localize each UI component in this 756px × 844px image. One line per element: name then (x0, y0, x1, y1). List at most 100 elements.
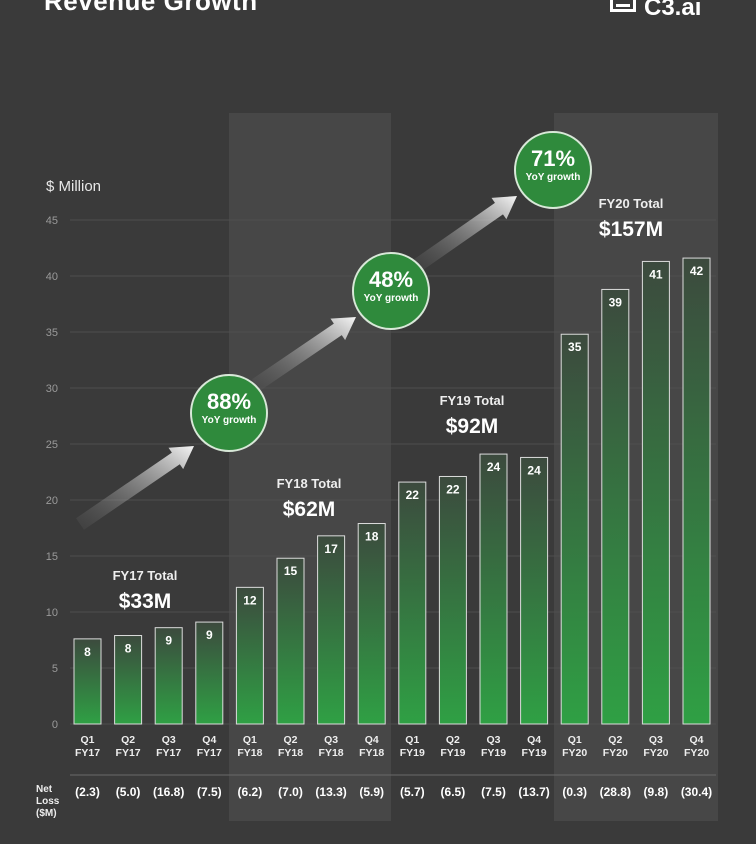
x-tick-label: Q1 (405, 734, 419, 746)
x-tick-label: Q4 (527, 734, 541, 746)
net-loss-value: (28.8) (599, 785, 631, 799)
net-loss-label: Net Loss ($M) (36, 784, 60, 819)
bar-value-label: 17 (324, 542, 338, 556)
x-tick-label: FY18 (359, 747, 384, 759)
x-tick-label: Q2 (283, 734, 297, 746)
net-loss-value: (7.5) (196, 785, 222, 799)
bar-value-label: 9 (206, 628, 213, 642)
fy18-total-value: $62M (282, 498, 336, 521)
net-loss-value: (5.9) (359, 785, 385, 799)
chart-title: Revenue Growth (44, 0, 258, 16)
fy17-total-value: $33M (118, 590, 172, 613)
bar (479, 453, 508, 725)
net-loss-value: (6.2) (237, 785, 263, 799)
net-loss-value: (5.7) (399, 785, 425, 799)
y-axis-label: $ Million (46, 178, 102, 195)
growth-arrow (252, 317, 356, 391)
bar (114, 635, 143, 725)
x-tick-label: Q1 (568, 734, 582, 746)
bar (682, 257, 711, 725)
bar (235, 586, 264, 725)
bar-value-label: 24 (487, 460, 501, 474)
y-tick-label: 20 (46, 495, 58, 507)
growth-badge-pct: 71% (530, 146, 576, 171)
x-tick-label: FY19 (440, 747, 465, 759)
net-loss-value: (5.0) (115, 785, 141, 799)
y-tick-label: 5 (52, 663, 58, 675)
x-tick-label: FY17 (156, 747, 181, 759)
fy20-total-label: FY20 Total (598, 196, 664, 211)
x-tick-label: FY19 (522, 747, 547, 759)
x-tick-label: Q3 (162, 734, 176, 746)
bar (560, 333, 589, 725)
bar-value-label: 22 (406, 488, 420, 502)
bar-value-label: 9 (165, 634, 172, 648)
x-tick-label: FY18 (278, 747, 303, 759)
logo-text: C3.ai (644, 0, 702, 21)
c3ai-logo-icon (608, 0, 642, 18)
bar (601, 288, 630, 725)
net-loss-value: (7.0) (278, 785, 303, 799)
bar (317, 535, 346, 725)
growth-badge-sub: YoY growth (363, 293, 419, 304)
growth-badge-pct: 88% (206, 389, 252, 414)
y-tick-label: 25 (46, 439, 58, 451)
bar (398, 481, 427, 725)
bars: 8 8 9 9 12 15 17 18 22 22 24 24 35 39 41 42 (73, 257, 711, 725)
y-tick-label: 30 (46, 383, 58, 395)
bar (357, 523, 386, 725)
y-tick-label: 15 (46, 551, 58, 563)
growth-badge-fy19: 48% YoY growth (352, 252, 430, 330)
x-tick-label: FY18 (319, 747, 344, 759)
bar-value-label: 8 (84, 645, 91, 659)
bar-value-label: 22 (446, 482, 460, 496)
c3ai-logo: C3.ai (608, 0, 701, 22)
bar-value-label: 24 (527, 463, 541, 477)
net-loss-value: (30.4) (680, 785, 713, 799)
x-tick-label: FY19 (481, 747, 506, 759)
bar-value-label: 42 (690, 264, 704, 278)
x-tick-label: Q3 (649, 734, 663, 746)
net-loss-value: (7.5) (481, 785, 506, 799)
fy19-total-label: FY19 Total (439, 393, 505, 408)
x-tick-label: Q1 (80, 734, 94, 746)
x-tick-label: Q2 (608, 734, 622, 746)
x-tick-label: FY19 (400, 747, 425, 759)
bar (195, 621, 224, 725)
x-tick-label: Q4 (689, 734, 703, 746)
bar (438, 475, 467, 725)
y-tick-label: 10 (46, 607, 58, 619)
x-tick-label: Q4 (365, 734, 379, 746)
net-loss-value: (0.3) (562, 785, 588, 799)
net-loss-value: (9.8) (643, 785, 669, 799)
bar (276, 557, 305, 725)
growth-badge-fy20: 71% YoY growth (514, 131, 592, 209)
y-tick-label: 35 (46, 327, 58, 339)
net-loss-value: (2.3) (75, 785, 100, 799)
bar-value-label: 15 (284, 564, 298, 578)
x-tick-label: FY17 (197, 747, 222, 759)
growth-badge-fy18: 88% YoY growth (190, 374, 268, 452)
net-loss-value: (13.7) (518, 785, 550, 799)
growth-badge-sub: YoY growth (201, 415, 257, 426)
x-tick-label: FY20 (562, 747, 587, 759)
bar (154, 627, 183, 725)
bar-value-label: 12 (243, 593, 257, 607)
growth-badge-sub: YoY growth (525, 172, 581, 183)
net-loss-value: (13.3) (315, 785, 347, 799)
x-tick-label: Q2 (446, 734, 460, 746)
y-tick-label: 0 (52, 719, 58, 731)
bar-value-label: 8 (125, 642, 132, 656)
x-tick-label: Q1 (243, 734, 257, 746)
y-tick-label: 45 (46, 215, 58, 227)
bar-value-label: 39 (609, 295, 623, 309)
x-tick-label: Q2 (121, 734, 135, 746)
bar-value-label: 35 (568, 340, 582, 354)
x-tick-label: Q4 (202, 734, 216, 746)
fy17-total-label: FY17 Total (112, 568, 178, 583)
y-tick-label: 40 (46, 271, 58, 283)
x-tick-label: FY17 (75, 747, 100, 759)
x-tick-label: FY20 (643, 747, 668, 759)
